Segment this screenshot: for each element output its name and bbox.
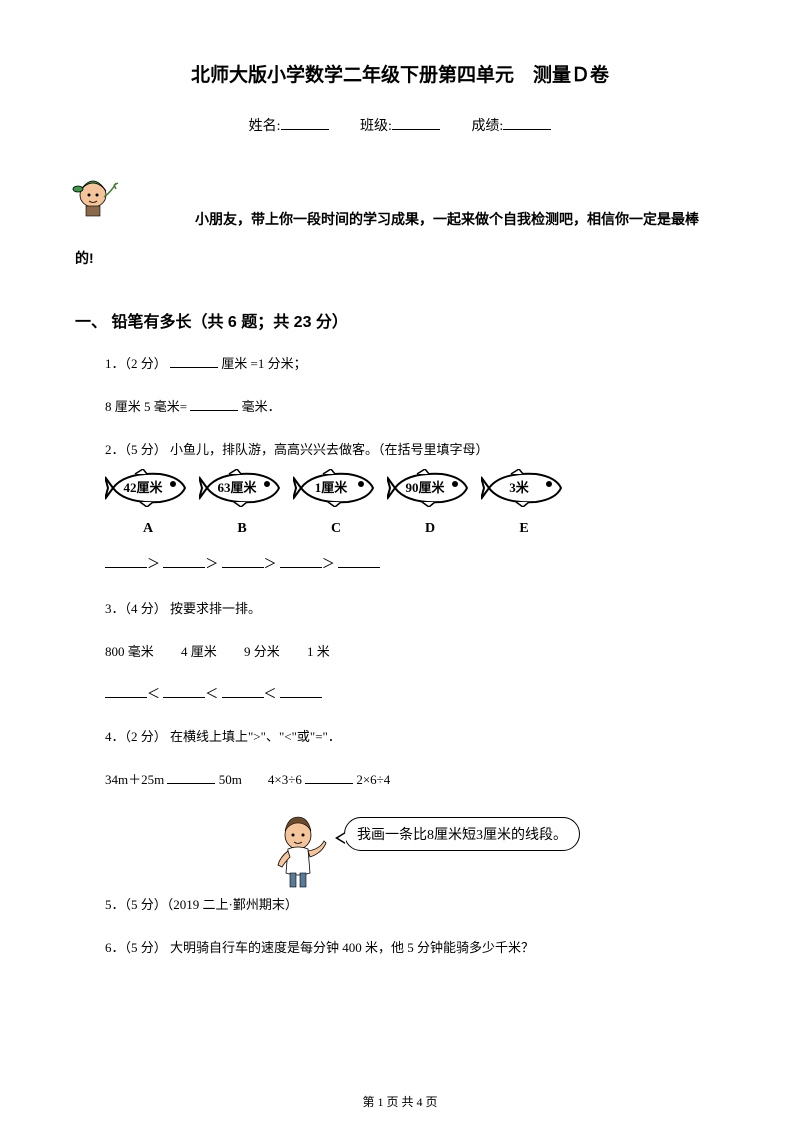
question-2: 2．（5 分） 小鱼儿，排队游，高高兴兴去做客。（在括号里填字母） 42厘米 A… (105, 440, 725, 575)
q4-expr-a1: 34m＋25m (105, 772, 164, 787)
fish-label-b: B (199, 518, 285, 540)
score-label: 成绩: (471, 119, 503, 134)
q2-rank-line: ＞ ＞ ＞ ＞ (105, 554, 725, 575)
question-4: 4．（2 分） 在横线上填上">"、"<"或"="． 34m＋25m 50m 4… (105, 727, 725, 791)
section-1-title: 一、 铅笔有多长（共 6 题；共 23 分） (75, 308, 725, 332)
name-label: 姓名: (249, 119, 281, 134)
q3-blank-3[interactable] (222, 685, 264, 698)
q3-blank-2[interactable] (163, 685, 205, 698)
q3-v3: 9 分米 (244, 644, 280, 659)
fish-icon: 1厘米 (293, 469, 379, 507)
fish-icon: 90厘米 (387, 469, 473, 507)
q3-v2: 4 厘米 (181, 644, 217, 659)
fish-e: 3米 E (481, 469, 567, 540)
svg-text:63厘米: 63厘米 (217, 480, 257, 495)
mascot-icon (70, 163, 120, 218)
question-6: 6．（5 分） 大明骑自行车的速度是每分钟 400 米，他 5 分钟能骑多少千米… (105, 938, 725, 959)
intro-line1: 小朋友，带上你一段时间的学习成果，一起来做个自我检测吧，相信你一定是最棒 (195, 200, 725, 239)
q3-blank-4[interactable] (280, 685, 322, 698)
q2-blank-2[interactable] (163, 555, 205, 568)
question-5: 5．（5 分）（2019 二上·鄞州期末） (105, 895, 725, 916)
q3-blank-1[interactable] (105, 685, 147, 698)
svg-text:42厘米: 42厘米 (123, 480, 163, 495)
q5-illustration: 我画一条比8厘米短3厘米的线段。 (270, 813, 725, 891)
q4-prefix: 4．（2 分） 在横线上填上">"、"<"或"="． (105, 727, 725, 748)
q4-expr-a2: 50m (219, 772, 242, 787)
q1-blank-2[interactable] (190, 398, 238, 411)
question-1: 1．（2 分） 厘米 =1 分米； 8 厘米 5 毫米= 毫米． (105, 354, 725, 418)
q4-blank-1[interactable] (167, 771, 215, 784)
q3-prefix: 3．（4 分） 按要求排一排。 (105, 599, 725, 620)
boy-icon (270, 813, 332, 891)
fish-d: 90厘米 D (387, 469, 473, 540)
intro-line2: 的! (75, 239, 725, 278)
q2-blank-5[interactable] (338, 555, 380, 568)
fish-label-a: A (105, 518, 191, 540)
q2-blank-1[interactable] (105, 555, 147, 568)
class-blank[interactable] (392, 116, 440, 130)
question-3: 3．（4 分） 按要求排一排。 800 毫米 4 厘米 9 分米 1 米 ＜ ＜… (105, 599, 725, 705)
q4-expr-b2: 2×6÷4 (356, 772, 390, 787)
page-title: 北师大版小学数学二年级下册第四单元 测量Ｄ卷 (75, 60, 725, 87)
q6-text: 6．（5 分） 大明骑自行车的速度是每分钟 400 米，他 5 分钟能骑多少千米… (105, 940, 534, 955)
fish-label-d: D (387, 518, 473, 540)
q3-rank-line: ＜ ＜ ＜ (105, 684, 725, 705)
fish-c: 1厘米 C (293, 469, 379, 540)
q1-text-b: 8 厘米 5 毫米= (105, 399, 187, 414)
q1-prefix: 1．（2 分） (105, 356, 170, 371)
class-label: 班级: (360, 119, 392, 134)
score-blank[interactable] (503, 116, 551, 130)
fish-icon: 42厘米 (105, 469, 191, 507)
q4-blank-2[interactable] (305, 771, 353, 784)
q2-blank-3[interactable] (222, 555, 264, 568)
q3-v1: 800 毫米 (105, 644, 154, 659)
intro-block: 小朋友，带上你一段时间的学习成果，一起来做个自我检测吧，相信你一定是最棒 的! (75, 163, 725, 278)
speech-bubble: 我画一条比8厘米短3厘米的线段。 (344, 817, 580, 851)
intro-text: 小朋友，带上你一段时间的学习成果，一起来做个自我检测吧，相信你一定是最棒 的! (75, 200, 725, 278)
q1-text-a: 厘米 =1 分米； (221, 356, 306, 371)
fish-b: 63厘米 B (199, 469, 285, 540)
name-blank[interactable] (281, 116, 329, 130)
q1-text-c: 毫米． (242, 399, 281, 414)
fish-icon: 3米 (481, 469, 567, 507)
fish-label-e: E (481, 518, 567, 540)
q3-v4: 1 米 (307, 644, 330, 659)
student-info-line: 姓名: 班级: 成绩: (75, 115, 725, 135)
fish-a: 42厘米 A (105, 469, 191, 540)
q5-prefix: 5．（5 分）（2019 二上·鄞州期末） (105, 897, 298, 912)
page-footer: 第 1 页 共 4 页 (0, 1093, 800, 1110)
q2-prefix: 2．（5 分） 小鱼儿，排队游，高高兴兴去做客。（在括号里填字母） (105, 440, 725, 461)
svg-text:3米: 3米 (509, 480, 530, 495)
q2-blank-4[interactable] (280, 555, 322, 568)
q1-blank-1[interactable] (170, 355, 218, 368)
svg-text:1厘米: 1厘米 (315, 480, 349, 495)
q4-expr-b1: 4×3÷6 (268, 772, 302, 787)
fish-label-c: C (293, 518, 379, 540)
svg-text:90厘米: 90厘米 (405, 480, 445, 495)
q3-values: 800 毫米 4 厘米 9 分米 1 米 (105, 642, 725, 663)
fish-icon: 63厘米 (199, 469, 285, 507)
bubble-text: 我画一条比8厘米短3厘米的线段。 (357, 828, 567, 843)
fish-row: 42厘米 A 63厘米 B 1厘米 C (105, 469, 725, 540)
